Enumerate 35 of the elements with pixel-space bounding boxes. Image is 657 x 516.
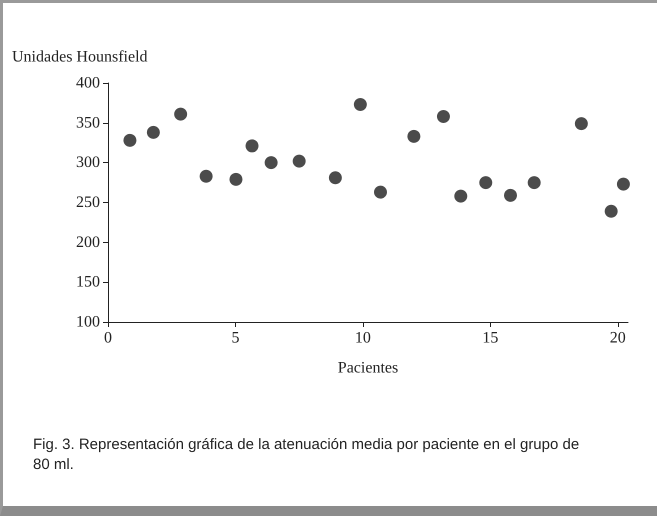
- caption: Fig. 3. Representación gráfica de la atenuación media por paciente en el grupo de 80 ml.: [33, 435, 580, 475]
- point: [436, 110, 450, 123]
- y-tick-label: 200: [76, 234, 100, 251]
- point: [374, 186, 387, 199]
- point: [246, 139, 259, 152]
- x-axis-title: Pacientes: [338, 360, 398, 376]
- y-tick-label: 250: [76, 194, 100, 211]
- x-tick-label: 5: [231, 330, 240, 346]
- point: [174, 108, 188, 121]
- x-tick-label: 10: [354, 330, 371, 346]
- y-tick-label: 350: [76, 114, 100, 132]
- x-tick-label: 0: [104, 330, 112, 346]
- point: [528, 176, 541, 190]
- x-tick-label: 15: [482, 330, 498, 346]
- y-tick-label: 400: [76, 74, 100, 92]
- point: [604, 204, 618, 218]
- point: [200, 170, 213, 183]
- point: [407, 130, 420, 143]
- y-tick-label: 100: [76, 314, 100, 330]
- point: [229, 172, 242, 186]
- y-tick-label: 150: [76, 274, 100, 291]
- point: [616, 178, 630, 191]
- point: [504, 188, 517, 202]
- point: [574, 117, 588, 130]
- point: [264, 156, 278, 170]
- point: [292, 154, 306, 168]
- point: [454, 190, 468, 203]
- point: [146, 126, 160, 139]
- y-axis-title: Unidades Hounsfield: [12, 48, 148, 66]
- point: [123, 134, 136, 147]
- point: [354, 98, 367, 112]
- point: [479, 176, 492, 190]
- y-tick-label: 300: [76, 154, 100, 172]
- x-tick-label: 20: [610, 330, 626, 346]
- point: [328, 171, 342, 184]
